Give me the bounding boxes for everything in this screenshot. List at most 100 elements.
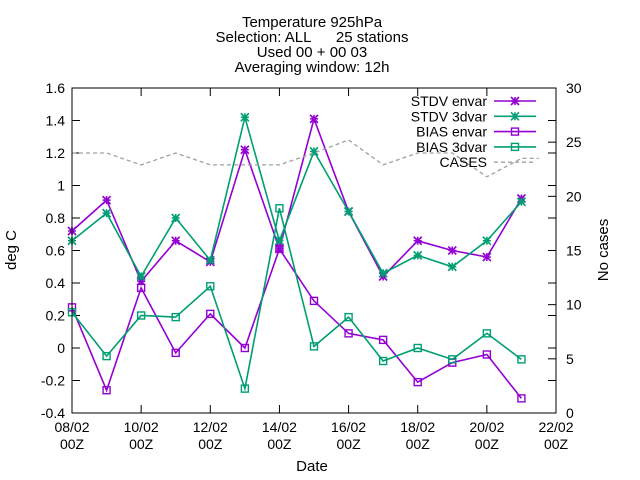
data-point xyxy=(102,208,112,218)
data-point xyxy=(413,377,422,387)
title-line-3: Used 00 + 00 03 xyxy=(257,44,368,61)
title-line-2: Selection: ALL 25 stations xyxy=(216,29,409,46)
title-line-1: Temperature 925hPa xyxy=(242,14,383,31)
y2-tick-label: 30 xyxy=(566,80,582,96)
x-tick-label-date: 10/02 xyxy=(124,419,159,435)
data-point xyxy=(240,145,250,155)
series-line xyxy=(71,116,523,283)
data-point xyxy=(413,343,422,353)
data-point xyxy=(413,236,423,246)
data-point xyxy=(482,252,492,262)
x-tick-label-date: 12/02 xyxy=(193,419,228,435)
plot-frame xyxy=(71,87,557,414)
data-point xyxy=(448,355,457,364)
data-point xyxy=(344,206,354,217)
y2-tick-label: 0 xyxy=(566,405,574,421)
data-point xyxy=(517,394,526,403)
data-point xyxy=(344,329,353,338)
y-tick-label: 1.2 xyxy=(46,145,66,161)
data-point xyxy=(482,236,492,246)
data-point xyxy=(274,236,284,246)
data-point xyxy=(275,204,284,213)
y2-tick-label: 10 xyxy=(566,297,582,313)
data-point xyxy=(206,282,215,291)
series-stdv-3dvar xyxy=(67,112,526,282)
data-point xyxy=(309,114,319,124)
x-tick-label-date: 08/02 xyxy=(54,419,89,435)
x-tick-label-date: 22/02 xyxy=(538,419,573,435)
data-point xyxy=(309,342,319,351)
x-tick-label-date: 20/02 xyxy=(469,419,504,435)
legend-label: STDV envar xyxy=(411,93,488,109)
data-point xyxy=(482,350,492,359)
data-point xyxy=(309,296,319,306)
data-point xyxy=(205,255,215,265)
data-point xyxy=(517,355,526,364)
x-tick-label-date: 14/02 xyxy=(262,419,297,435)
data-point xyxy=(447,262,457,272)
y2-axis-label: No cases xyxy=(595,219,612,282)
x-tick-label-time: 00Z xyxy=(544,436,569,452)
data-point xyxy=(102,386,111,395)
x-tick-label-time: 00Z xyxy=(337,436,362,452)
axis-ticks: -0.4 -0.2 0 0.2 0.4 0.6 0.8 1 1.2 1.4 1.6 0 5 10 15 20 2… xyxy=(41,80,582,452)
y2-tick-label: 5 xyxy=(566,351,574,367)
data-point xyxy=(482,329,492,338)
legend-marker xyxy=(510,127,520,136)
x-tick-label-time: 00Z xyxy=(129,436,154,452)
data-point xyxy=(136,311,146,320)
y-axis-label: deg C xyxy=(3,230,20,270)
legend-label: CASES xyxy=(440,154,487,170)
chart-title: Temperature 925hPa Selection: ALL 25 sta… xyxy=(216,14,409,76)
data-point xyxy=(516,197,526,207)
y-tick-label: 0.6 xyxy=(46,243,66,259)
x-tick-label-time: 00Z xyxy=(198,436,223,452)
y-tick-label: -0.4 xyxy=(41,405,65,421)
data-point xyxy=(413,250,423,260)
series-line xyxy=(71,208,522,392)
data-point xyxy=(378,268,388,278)
data-point xyxy=(136,283,146,293)
data-point xyxy=(171,312,180,322)
y2-tick-label: 20 xyxy=(566,188,582,204)
data-point xyxy=(378,356,388,366)
data-point xyxy=(136,271,146,282)
data-point xyxy=(240,343,250,353)
data-point xyxy=(240,112,250,122)
legend-label: BIAS envar xyxy=(416,124,487,140)
series-line xyxy=(71,114,522,279)
data-point xyxy=(102,195,112,205)
x-tick-label-time: 00Z xyxy=(267,436,292,452)
y2-tick-label: 25 xyxy=(566,134,582,150)
plot-series xyxy=(67,112,539,403)
data-point xyxy=(136,276,146,286)
data-point xyxy=(309,146,319,156)
y-tick-label: 1 xyxy=(57,178,65,194)
title-line-4: Averaging window: 12h xyxy=(235,59,390,76)
x-tick-label-time: 00Z xyxy=(406,436,431,452)
data-point xyxy=(171,348,180,358)
x-tick-label-date: 16/02 xyxy=(331,419,366,435)
data-point xyxy=(240,384,250,393)
x-tick-label-date: 18/02 xyxy=(400,419,435,435)
legend-marker xyxy=(510,111,520,121)
y-tick-label: -0.2 xyxy=(41,373,65,389)
y-tick-label: 1.6 xyxy=(46,80,66,96)
series-cases xyxy=(72,139,539,178)
data-point xyxy=(102,351,111,361)
x-axis-label: Date xyxy=(296,458,328,475)
data-point xyxy=(378,335,388,345)
data-point xyxy=(275,244,284,254)
legend-label: STDV 3dvar xyxy=(411,108,488,124)
x-tick-label-time: 00Z xyxy=(475,436,500,452)
data-point xyxy=(344,312,353,322)
y-tick-label: 0 xyxy=(57,340,65,356)
series-bias-3dvar xyxy=(67,204,526,393)
legend-marker xyxy=(510,142,520,152)
series-line xyxy=(72,139,539,178)
legend-marker xyxy=(510,96,520,106)
data-point xyxy=(447,245,457,256)
